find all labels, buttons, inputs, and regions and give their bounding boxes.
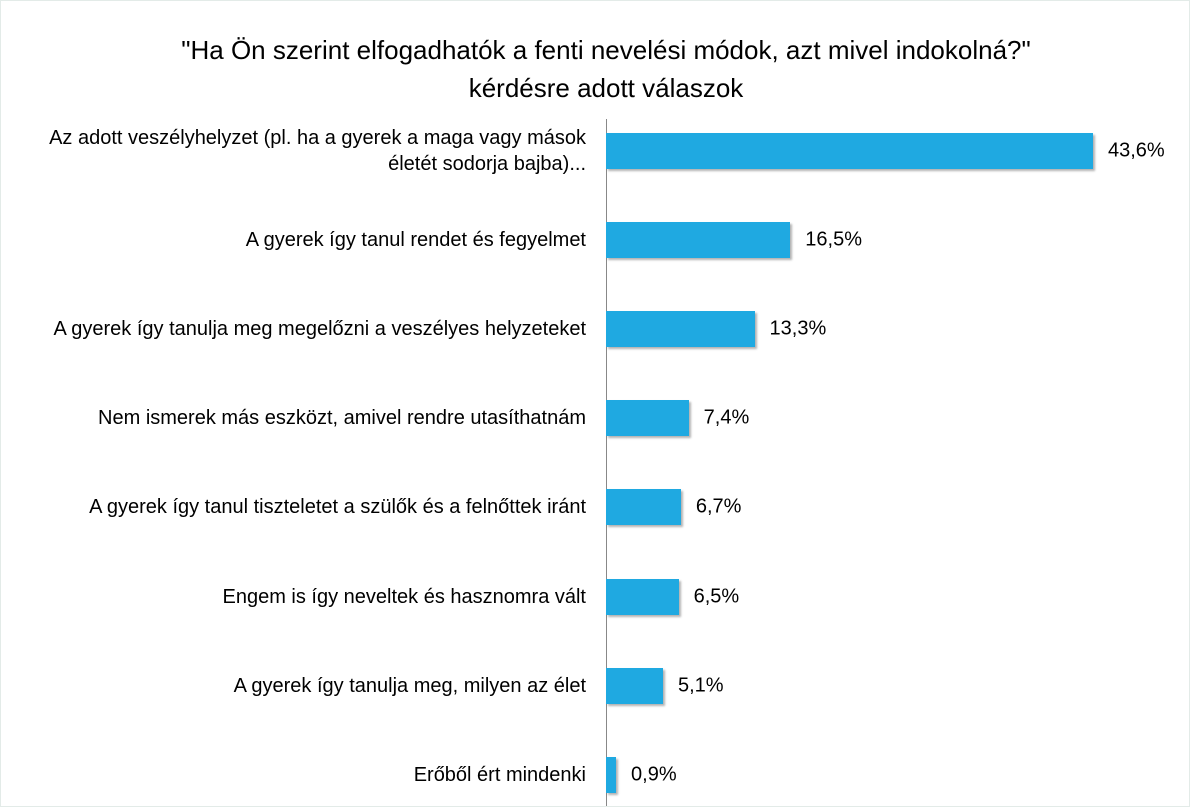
value-label: 5,1%: [677, 674, 724, 697]
category-label: Erőből ért mindenki: [413, 763, 586, 786]
value-label: 7,4%: [703, 406, 750, 429]
value-label: 6,5%: [693, 585, 740, 607]
bar: [606, 311, 755, 348]
value-label: 0,9%: [631, 763, 677, 786]
chart-title: "Ha Ön szerint elfogadhatók a fenti neve…: [181, 35, 1031, 103]
value-label: 6,7%: [695, 495, 742, 518]
bar: [606, 400, 689, 437]
bar: [606, 667, 663, 704]
bar: [606, 133, 1093, 169]
value-label: 43,6%: [1108, 139, 1165, 162]
bar: [606, 489, 681, 526]
category-label: Az adott veszélyhelyzet (pl. ha a gyerek…: [49, 127, 586, 175]
category-label: A gyerek így tanul rendet és fegyelmet: [245, 229, 586, 252]
category-label: Engem is így neveltek és hasznomra vált: [222, 585, 586, 608]
category-label: A gyerek így tanulja meg, milyen az élet: [233, 674, 586, 697]
bar: [606, 756, 617, 793]
category-label: Nem ismerek más eszközt, amivel rendre u…: [98, 407, 586, 430]
bar: [606, 222, 791, 259]
axis-line: [606, 119, 607, 806]
bar: [606, 578, 679, 615]
category-label: A gyerek így tanulja meg megelőzni a ves…: [53, 318, 586, 341]
category-label: A gyerek így tanul tiszteletet a szülők …: [89, 496, 586, 519]
value-label: 16,5%: [805, 228, 863, 251]
value-label: 13,3%: [769, 317, 827, 340]
